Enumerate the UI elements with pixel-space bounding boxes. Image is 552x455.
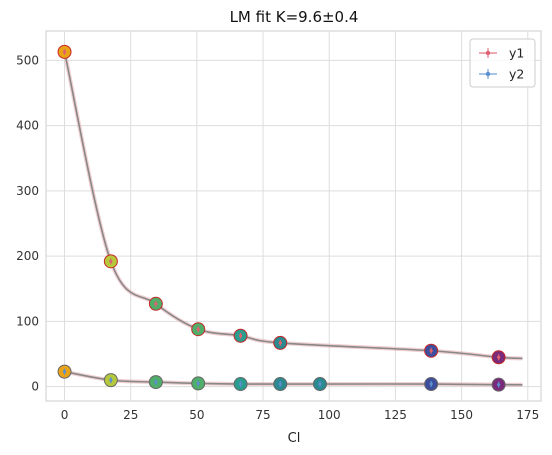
point-center-y1 [62, 50, 67, 54]
x-tick-label: 175 [516, 408, 539, 422]
point-center-y2 [154, 380, 158, 384]
point-center-y1 [497, 355, 501, 359]
point-center-y2 [497, 383, 501, 387]
y-tick-label: 0 [31, 380, 39, 394]
x-axis-label: Cl [288, 431, 301, 446]
legend-label-y2: y2 [509, 67, 524, 82]
point-center-y2 [196, 381, 200, 385]
fit-curve-y2 [64, 370, 523, 386]
x-tick-label: 150 [450, 408, 473, 422]
point-center-y1 [238, 334, 243, 338]
point-center-y1 [278, 341, 282, 345]
y-tick-label: 500 [16, 53, 39, 67]
legend-box [469, 38, 536, 88]
point-center-y2 [318, 382, 322, 386]
legend-dot-y2 [485, 71, 491, 77]
point-center-y2 [238, 382, 243, 386]
legend-label-y1: y1 [509, 46, 524, 61]
point-center-y2 [429, 382, 433, 386]
x-tick-label: 75 [255, 408, 270, 422]
y-tick-label: 100 [16, 314, 39, 328]
point-center-y2 [278, 382, 282, 386]
point-center-y1 [196, 327, 200, 331]
x-tick-label: 0 [61, 408, 69, 422]
point-center-y1 [429, 349, 433, 353]
legend-dot-y1 [485, 50, 491, 56]
y-tick-label: 200 [16, 249, 39, 263]
x-tick-label: 50 [189, 408, 204, 422]
data-points [57, 44, 506, 392]
plot-area [45, 30, 542, 402]
x-tick-label: 25 [123, 408, 138, 422]
y-tick-label: 400 [16, 119, 39, 133]
point-center-y2 [62, 370, 67, 374]
chart-title: LM fit K=9.6±0.4 [230, 8, 359, 26]
point-center-y2 [109, 378, 113, 382]
point-center-y1 [154, 302, 158, 306]
point-center-y1 [109, 259, 113, 263]
x-tick-label: 125 [384, 408, 407, 422]
x-tick-label: 100 [318, 408, 341, 422]
tick-labels: 0 25 50 75 100 125 150 175 0 100 200 300 400 500 [16, 53, 539, 422]
y-tick-label: 300 [16, 184, 39, 198]
